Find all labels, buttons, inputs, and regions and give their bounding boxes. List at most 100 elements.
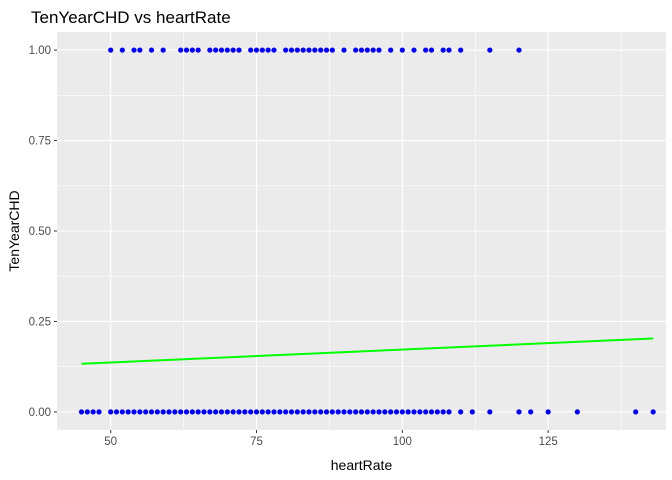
- data-point: [230, 47, 236, 53]
- data-point: [411, 409, 417, 415]
- data-point: [399, 47, 405, 53]
- y-tick-label: 0.50: [29, 226, 51, 238]
- data-point: [306, 409, 312, 415]
- data-point: [353, 409, 359, 415]
- data-point: [125, 409, 131, 415]
- data-point: [446, 409, 452, 415]
- data-point: [78, 409, 85, 415]
- data-point: [446, 47, 452, 53]
- data-point: [312, 47, 318, 53]
- data-point: [288, 47, 295, 53]
- data-point: [248, 409, 254, 415]
- data-point: [148, 409, 155, 415]
- data-point: [143, 409, 149, 415]
- data-point: [399, 409, 405, 415]
- data-point: [172, 409, 178, 415]
- data-point: [236, 409, 242, 415]
- data-point: [113, 409, 120, 415]
- y-tick-label: 1.00: [29, 45, 51, 57]
- data-point: [271, 47, 277, 53]
- data-point: [259, 47, 265, 53]
- chart-title: TenYearCHD vs heartRate: [31, 8, 231, 27]
- y-axis-title: TenYearCHD: [6, 190, 22, 271]
- data-point: [195, 47, 201, 53]
- data-point: [189, 409, 195, 415]
- data-point: [353, 47, 359, 53]
- x-axis: 50 75 100 125: [104, 430, 558, 448]
- data-point: [423, 409, 429, 415]
- data-point: [347, 409, 353, 415]
- data-point: [545, 409, 551, 415]
- data-point: [253, 409, 260, 415]
- data-point: [370, 409, 376, 415]
- data-point: [131, 47, 137, 53]
- data-point: [528, 409, 534, 415]
- data-point: [393, 409, 400, 415]
- data-point: [230, 409, 236, 415]
- data-point: [242, 409, 248, 415]
- data-point: [96, 409, 102, 415]
- data-point: [376, 409, 382, 415]
- data-point: [224, 409, 230, 415]
- data-point: [213, 47, 219, 53]
- data-point: [248, 47, 254, 53]
- data-point: [318, 409, 324, 415]
- data-point: [84, 409, 90, 415]
- data-point: [335, 409, 341, 415]
- data-point: [516, 47, 522, 53]
- data-point: [218, 409, 225, 415]
- data-point: [341, 409, 347, 415]
- y-axis: 0.00 0.25 0.50 0.75 1.00: [29, 45, 57, 419]
- data-point: [265, 47, 271, 53]
- data-point: [329, 47, 335, 53]
- data-point: [236, 47, 242, 53]
- data-point: [90, 409, 96, 415]
- data-point: [148, 47, 155, 53]
- fit-line: [81, 337, 654, 365]
- grid-major: [57, 32, 666, 430]
- data-point: [440, 47, 446, 53]
- data-point: [423, 47, 429, 53]
- data-point: [329, 409, 335, 415]
- data-point: [108, 47, 114, 53]
- data-point: [166, 409, 172, 415]
- data-point: [189, 47, 195, 53]
- data-point: [458, 409, 464, 415]
- data-point: [160, 47, 166, 53]
- data-point: [300, 47, 306, 53]
- data-point: [178, 409, 184, 415]
- data-point: [183, 47, 190, 53]
- data-point: [341, 47, 347, 53]
- data-point: [469, 409, 475, 415]
- data-point: [178, 47, 184, 53]
- data-point: [440, 409, 446, 415]
- data-point: [277, 409, 283, 415]
- data-point: [633, 409, 639, 415]
- data-point: [294, 409, 300, 415]
- data-point: [318, 47, 324, 53]
- data-point: [388, 47, 394, 53]
- data-point: [160, 409, 166, 415]
- y-tick-label: 0.25: [29, 316, 51, 328]
- data-point: [207, 409, 213, 415]
- data-point: [201, 409, 207, 415]
- y-tick-label: 0.75: [29, 136, 51, 148]
- data-point: [288, 409, 295, 415]
- data-point: [195, 409, 201, 415]
- data-point: [224, 47, 230, 53]
- data-point: [364, 47, 370, 53]
- data-point: [516, 409, 522, 415]
- data-point: [358, 47, 365, 53]
- x-tick-label: 100: [393, 436, 412, 448]
- data-point: [119, 409, 125, 415]
- data-point: [300, 409, 306, 415]
- data-point: [137, 409, 143, 415]
- data-point: [131, 409, 137, 415]
- data-point: [306, 47, 312, 53]
- data-point: [417, 409, 423, 415]
- data-point: [294, 47, 300, 53]
- data-point: [434, 409, 440, 415]
- data-point: [119, 47, 125, 53]
- data-point: [137, 47, 143, 53]
